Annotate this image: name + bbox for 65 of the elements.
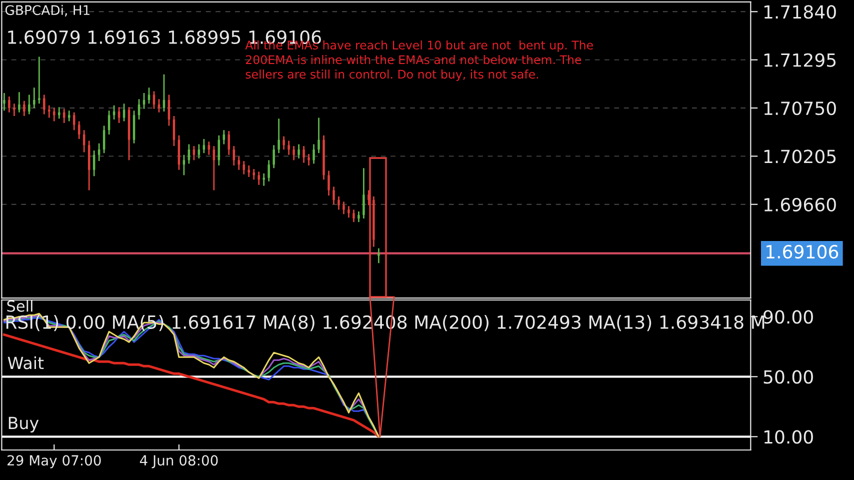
candlestick <box>378 248 380 264</box>
candlestick <box>342 201 345 215</box>
candlestick <box>282 136 285 150</box>
candlestick <box>18 91 20 114</box>
candlestick <box>308 153 310 166</box>
candlestick <box>238 156 240 171</box>
candlestick <box>23 100 26 117</box>
y-tick-label: 1.71295 <box>764 53 836 67</box>
ref-line-label: 1.69106 <box>766 244 838 259</box>
candlestick <box>302 145 305 164</box>
candlestick <box>312 144 315 164</box>
candlestick <box>288 140 290 156</box>
candlestick <box>33 86 36 109</box>
candlestick <box>208 140 210 156</box>
candlestick <box>192 145 196 161</box>
chart-title: GBPCADi, H1 <box>5 4 90 16</box>
y-tick-label: 1.69660 <box>764 198 836 212</box>
ref-line-label: Buy <box>8 416 39 432</box>
candlestick <box>13 102 16 117</box>
x-tick-label: 29 May 07:00 <box>8 455 101 468</box>
candlestick <box>172 115 176 147</box>
candlestick <box>298 144 300 160</box>
candlestick <box>248 164 250 178</box>
y-tick-label: 10.00 <box>764 430 813 444</box>
candlestick <box>328 170 330 196</box>
candlestick <box>148 86 150 104</box>
candlestick <box>198 144 200 160</box>
candlestick <box>182 154 186 176</box>
candlestick <box>332 186 335 206</box>
candlestick <box>53 107 56 122</box>
candlestick <box>58 106 60 120</box>
candlestick <box>348 205 350 218</box>
candlestick <box>72 112 76 131</box>
candlestick <box>318 117 320 154</box>
candlestick <box>222 129 226 145</box>
candlestick <box>268 159 270 182</box>
candlestick <box>38 56 40 104</box>
candlestick <box>352 208 355 223</box>
candlestick <box>202 138 206 154</box>
candlestick <box>338 196 340 210</box>
candlestick <box>3 92 6 112</box>
candlestick <box>362 167 365 220</box>
annotation: Sell <box>7 300 32 312</box>
candlestick <box>48 104 50 118</box>
y-tick-label: 1.70205 <box>764 150 836 164</box>
ref-line-label: Wait <box>8 356 44 370</box>
y-tick-label: 1.70750 <box>764 101 836 116</box>
candlestick <box>8 96 10 114</box>
candlestick <box>358 210 360 223</box>
candlestick <box>278 118 280 154</box>
y-tick-label: 50.00 <box>764 370 813 384</box>
candlestick <box>252 168 255 180</box>
candlestick <box>98 142 100 162</box>
y-tick-label: 90.00 <box>764 310 813 324</box>
candlestick <box>292 145 295 161</box>
x-tick-label: 4 Jun 08:00 <box>140 455 218 468</box>
candlestick <box>28 94 30 115</box>
candlestick <box>152 90 156 110</box>
candlestick <box>142 92 146 110</box>
y-tick-label: 1.71840 <box>764 5 836 19</box>
candlestick <box>262 172 265 186</box>
candlestick <box>258 170 260 186</box>
candlestick <box>272 144 275 169</box>
candlestick <box>242 160 245 176</box>
candlestick <box>43 94 46 115</box>
